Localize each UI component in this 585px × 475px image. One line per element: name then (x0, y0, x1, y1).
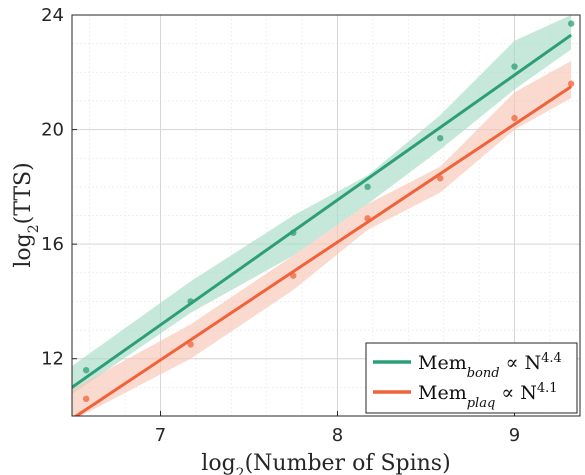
data-point-plaq (567, 80, 575, 87)
data-point-plaq (290, 272, 297, 279)
fit-line-plaq (73, 85, 572, 416)
data-point-bond (364, 183, 371, 191)
data-points (82, 20, 575, 403)
fit-lines (72, 33, 573, 416)
plot-frame (71, 14, 581, 417)
data-point-bond (82, 366, 90, 374)
data-point-plaq (436, 175, 444, 182)
x-tick-label: 8 (332, 425, 343, 446)
legend: Membond ∝ N4.4 Memplaq ∝ N4.1 (365, 342, 578, 414)
data-point-bond (567, 20, 575, 27)
data-point-bond (436, 134, 444, 142)
legend-label-bond: Membond ∝ N4.4 (418, 351, 562, 381)
data-point-bond (511, 63, 518, 70)
y-tick-label: 16 (41, 234, 64, 255)
data-point-plaq (82, 395, 90, 403)
legend-box (365, 342, 578, 414)
legend-label-plaq: Memplaq ∝ N4.1 (418, 381, 558, 411)
y-tick-label: 20 (41, 120, 64, 141)
confidence-band-plaq (72, 60, 572, 416)
y-axis-label: log2(TTS) (11, 162, 42, 267)
data-point-plaq (364, 215, 371, 222)
data-point-bond (290, 229, 297, 236)
fit-line-bond (72, 33, 573, 389)
x-tick-label: 9 (509, 425, 520, 446)
y-ticks: 12 16 20 24 (41, 5, 77, 370)
y-tick-label: 24 (41, 5, 64, 26)
data-point-plaq (187, 341, 194, 348)
data-point-plaq (511, 114, 518, 122)
x-tick-label: 7 (155, 425, 166, 446)
x-axis-label: log2(Number of Spins) (201, 451, 450, 475)
y-tick-label: 12 (41, 349, 64, 370)
data-point-bond (187, 298, 194, 305)
